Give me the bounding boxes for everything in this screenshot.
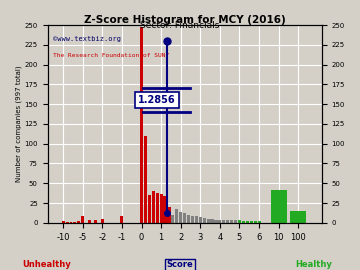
Bar (73, 222, 76, 223)
Text: Unhealthy: Unhealthy (22, 260, 71, 269)
Bar (183, 213, 186, 223)
Bar (215, 220, 217, 223)
Title: Z-Score Histogram for MCY (2016): Z-Score Histogram for MCY (2016) (84, 15, 285, 25)
Bar (69, 222, 72, 223)
Bar (88, 220, 91, 223)
Bar (203, 218, 206, 223)
Bar (152, 191, 155, 223)
Bar (226, 220, 229, 223)
Bar (199, 217, 202, 223)
Bar (77, 221, 80, 223)
Bar (271, 190, 287, 223)
Bar (222, 220, 225, 223)
Bar (140, 26, 143, 223)
Bar (187, 215, 190, 223)
Text: Score: Score (167, 260, 193, 269)
Bar (246, 221, 249, 223)
Bar (156, 193, 159, 223)
Bar (62, 221, 65, 223)
Bar (234, 220, 237, 223)
Bar (195, 217, 198, 223)
Bar (253, 221, 257, 223)
Bar (159, 194, 163, 223)
Bar (101, 219, 104, 223)
Bar (250, 221, 253, 223)
Bar (230, 220, 233, 223)
Bar (62, 222, 65, 223)
Text: Healthy: Healthy (295, 260, 332, 269)
Bar (163, 196, 167, 223)
Text: 1.2856: 1.2856 (138, 95, 176, 105)
Text: Sector: Financials: Sector: Financials (140, 21, 220, 30)
Bar (257, 221, 261, 223)
Bar (291, 211, 306, 223)
Bar (191, 216, 194, 223)
Bar (171, 215, 175, 223)
Bar (207, 219, 210, 223)
Bar (81, 217, 84, 223)
Bar (62, 222, 65, 223)
Bar (148, 195, 151, 223)
Bar (144, 136, 147, 223)
Bar (238, 220, 241, 223)
Bar (179, 212, 182, 223)
Bar (211, 219, 213, 223)
Bar (175, 208, 178, 223)
Bar (218, 220, 221, 223)
Bar (62, 222, 65, 223)
Bar (121, 217, 123, 223)
Bar (66, 222, 68, 223)
Y-axis label: Number of companies (997 total): Number of companies (997 total) (15, 66, 22, 182)
Text: ©www.textbiz.org: ©www.textbiz.org (53, 36, 121, 42)
Bar (242, 221, 245, 223)
Text: The Research Foundation of SUNY: The Research Foundation of SUNY (53, 53, 169, 58)
Bar (94, 220, 97, 223)
Bar (167, 207, 171, 223)
